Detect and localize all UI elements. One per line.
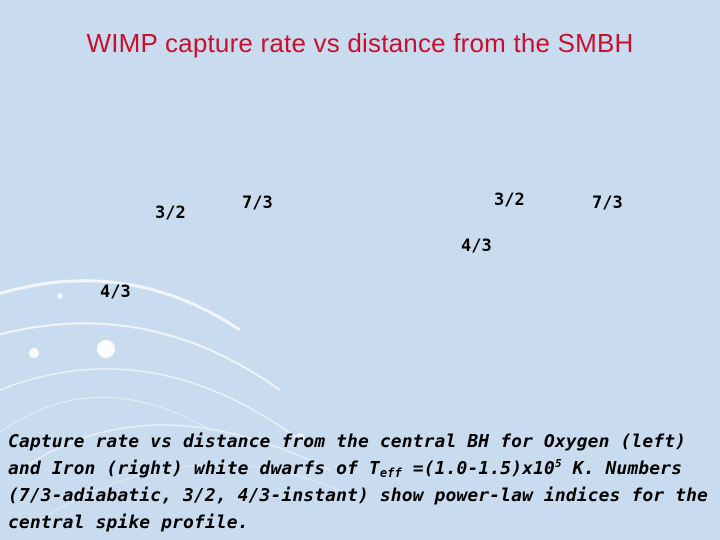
slide-title: WIMP capture rate vs distance from the S…	[86, 28, 634, 58]
caption-text-1: Capture rate vs distance from the centra…	[8, 431, 687, 479]
right-index-4-3: 4/3	[461, 236, 492, 256]
caption-text-3: K. Numbers (7/3-adiabatic, 3/2, 4/3-inst…	[8, 458, 708, 533]
right-index-7-3: 7/3	[592, 193, 623, 213]
figure-caption: Capture rate vs distance from the centra…	[8, 428, 716, 536]
left-index-7-3: 7/3	[242, 193, 273, 213]
caption-subscript: eff	[379, 466, 402, 480]
left-index-3-2: 3/2	[155, 203, 186, 223]
right-index-3-2: 3/2	[494, 190, 525, 210]
caption-text-2: =(1.0-1.5)x10	[401, 458, 555, 479]
left-index-4-3: 4/3	[100, 282, 131, 302]
caption-superscript: 5	[554, 457, 562, 470]
